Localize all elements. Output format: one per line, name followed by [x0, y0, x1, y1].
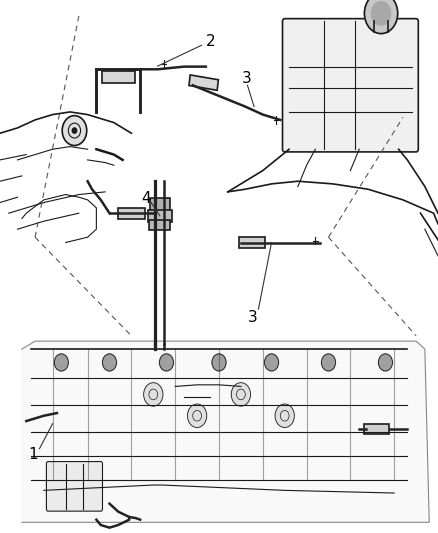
Polygon shape	[189, 75, 219, 90]
Polygon shape	[118, 208, 145, 219]
Circle shape	[159, 354, 173, 371]
Circle shape	[187, 404, 207, 427]
Circle shape	[371, 2, 391, 25]
Circle shape	[321, 354, 336, 371]
Text: 3: 3	[242, 71, 251, 86]
Circle shape	[231, 383, 251, 406]
Circle shape	[275, 404, 294, 427]
Circle shape	[102, 354, 117, 371]
Circle shape	[144, 383, 163, 406]
Circle shape	[212, 354, 226, 371]
Polygon shape	[149, 220, 170, 230]
Circle shape	[54, 354, 68, 371]
Circle shape	[378, 354, 392, 371]
Text: 4: 4	[141, 191, 151, 206]
Polygon shape	[364, 424, 389, 434]
Circle shape	[364, 0, 398, 34]
FancyBboxPatch shape	[283, 19, 418, 152]
Circle shape	[62, 116, 87, 146]
Polygon shape	[22, 341, 429, 522]
Text: 2: 2	[205, 34, 215, 49]
Text: 1: 1	[28, 447, 38, 462]
FancyBboxPatch shape	[46, 462, 102, 511]
Polygon shape	[150, 198, 170, 213]
Polygon shape	[102, 71, 135, 83]
Polygon shape	[239, 237, 265, 248]
Circle shape	[72, 128, 77, 133]
Text: 3: 3	[248, 310, 258, 325]
Polygon shape	[148, 210, 172, 222]
Circle shape	[265, 354, 279, 371]
